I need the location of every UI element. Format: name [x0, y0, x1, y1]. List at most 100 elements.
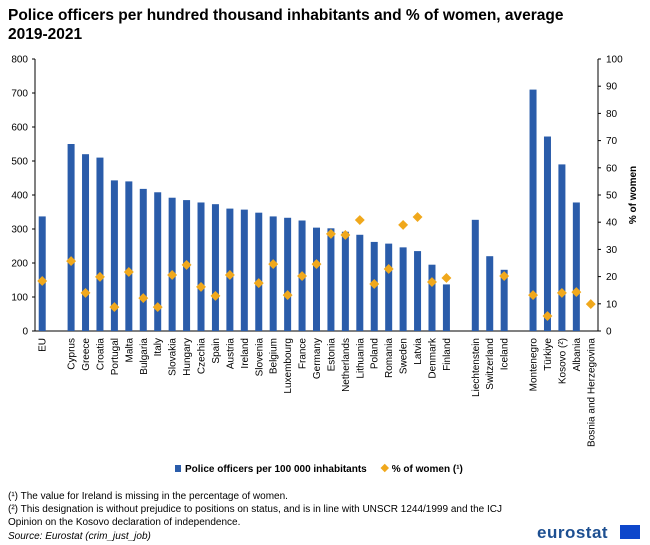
bar: [82, 154, 90, 331]
x-tick-label: Belgium: [269, 338, 280, 374]
bar: [471, 219, 479, 331]
marker: [138, 293, 149, 304]
marker: [585, 299, 596, 310]
marker: [398, 219, 409, 230]
bar: [284, 217, 292, 331]
x-tick-label: Slovenia: [254, 338, 265, 377]
legend-swatch: [380, 463, 389, 473]
bar: [442, 284, 450, 331]
bar: [385, 243, 393, 331]
y-tick-label: 700: [11, 89, 28, 100]
bar: [139, 188, 147, 331]
x-tick-label: Sweden: [399, 338, 410, 374]
x-tick-label: Latvia: [413, 338, 424, 365]
bar: [341, 231, 349, 331]
x-tick-label: Iceland: [500, 338, 511, 370]
bar: [529, 89, 537, 331]
bar: [558, 164, 566, 331]
bar: [197, 202, 205, 331]
bar: [154, 192, 162, 331]
y2-tick-label: 20: [606, 272, 618, 283]
marker: [340, 230, 351, 240]
marker: [268, 259, 279, 270]
marker: [196, 281, 206, 292]
marker: [325, 228, 336, 239]
marker: [152, 302, 163, 313]
bar: [38, 216, 46, 331]
bar: [269, 216, 277, 331]
bar: [414, 251, 422, 331]
y-tick-label: 300: [11, 225, 28, 236]
bar: [356, 234, 364, 331]
marker: [528, 290, 538, 301]
marker: [311, 259, 322, 270]
y-tick-label: 400: [11, 191, 28, 202]
x-tick-label: Slovakia: [168, 338, 179, 376]
y2-tick-label: 10: [606, 299, 618, 310]
bar: [255, 212, 263, 331]
bar: [500, 269, 508, 331]
marker: [181, 259, 192, 270]
x-tick-label: Italy: [153, 338, 164, 356]
x-tick-label: Bosnia and Herzegovina: [586, 338, 597, 447]
marker: [556, 287, 567, 298]
bar: [67, 144, 75, 331]
x-tick-label: Luxembourg: [283, 338, 294, 394]
marker: [427, 277, 437, 287]
marker: [354, 215, 365, 225]
x-tick-label: Kosovo (²): [557, 338, 568, 384]
y2-axis-title: % of women: [628, 166, 639, 224]
bar: [168, 197, 176, 331]
bar: [399, 247, 407, 331]
marker: [167, 270, 178, 280]
y-tick-label: 100: [11, 293, 28, 304]
y2-tick-label: 60: [606, 163, 618, 174]
x-tick-label: Portugal: [110, 338, 121, 375]
y-tick-label: 600: [11, 123, 28, 134]
x-tick-label: Malta: [124, 338, 135, 363]
bar: [240, 209, 248, 331]
marker: [369, 278, 380, 289]
legend-swatch: [175, 465, 181, 472]
x-tick-label: France: [298, 338, 309, 370]
y2-tick-label: 40: [606, 218, 618, 229]
marker: [542, 311, 553, 321]
y2-tick-label: 80: [606, 109, 618, 120]
footnote: (²) This designation is without prejudic…: [8, 504, 502, 515]
x-tick-label: Spain: [211, 338, 222, 364]
x-tick-label: Greece: [81, 338, 92, 371]
x-tick-label: Bulgaria: [139, 338, 150, 375]
x-tick-label: Germany: [312, 338, 323, 379]
bar: [313, 227, 320, 331]
x-tick-label: Romania: [384, 338, 395, 378]
chart-title: Police officers per hundred thousand inh…: [8, 7, 564, 43]
eu-flag: [620, 525, 640, 539]
x-tick-label: Cyprus: [67, 338, 78, 370]
x-tick-label: Hungary: [182, 338, 193, 376]
y-tick-label: 800: [11, 55, 28, 66]
x-tick-label: Estonia: [326, 338, 337, 372]
marker: [282, 290, 293, 301]
y2-tick-label: 100: [606, 55, 623, 66]
bar: [543, 136, 551, 331]
bar: [110, 180, 118, 331]
bar: [125, 181, 133, 331]
x-tick-label: EU: [38, 338, 49, 352]
bar: [428, 264, 436, 331]
x-tick-label: Türkiye: [543, 338, 554, 371]
y2-tick-label: 90: [606, 82, 618, 93]
x-tick-label: Ireland: [240, 338, 251, 369]
footnote: Opinion on the Kosovo declaration of ind…: [8, 517, 241, 528]
bar: [486, 256, 494, 331]
y-tick-label: 200: [11, 259, 28, 270]
marker: [383, 264, 394, 274]
bar: [226, 208, 234, 331]
y-tick-label: 0: [22, 327, 28, 338]
x-tick-label: Austria: [225, 338, 236, 370]
y2-tick-label: 30: [606, 245, 618, 256]
y2-tick-label: 70: [606, 136, 618, 147]
marker: [571, 287, 582, 298]
y2-tick-label: 0: [606, 327, 612, 338]
x-tick-label: Liechtenstein: [471, 338, 482, 397]
